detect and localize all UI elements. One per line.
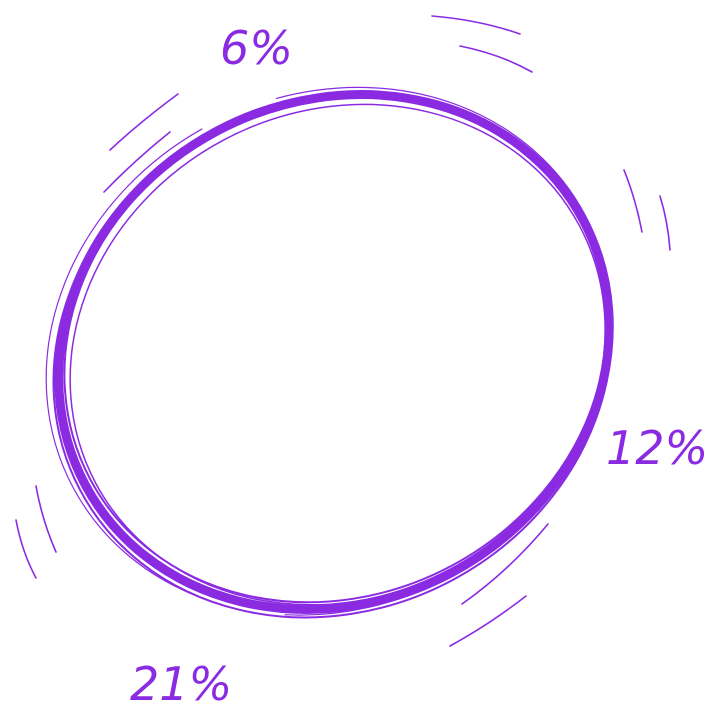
ring-stroke <box>69 103 606 606</box>
motion-line <box>449 595 527 647</box>
motion-line <box>35 485 57 553</box>
motion-line <box>103 131 171 193</box>
percent-label: 6% <box>220 21 293 75</box>
motion-line <box>109 93 179 151</box>
percent-label: 12% <box>606 421 708 475</box>
ring-stroke <box>63 94 608 604</box>
motion-line <box>623 169 643 233</box>
motion-lines <box>15 15 671 647</box>
percent-label: 21% <box>130 657 232 704</box>
motion-line <box>15 519 37 579</box>
motion-line <box>459 45 533 73</box>
motion-line <box>431 15 521 35</box>
motion-line <box>461 523 549 605</box>
motion-line <box>659 195 671 251</box>
